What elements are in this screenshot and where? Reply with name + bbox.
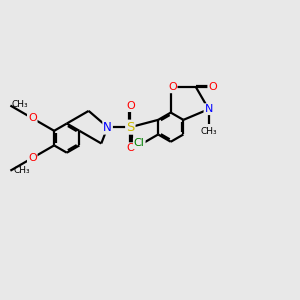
Text: CH₃: CH₃ <box>14 166 30 175</box>
Text: O: O <box>28 113 37 123</box>
Text: O: O <box>126 101 135 111</box>
Text: N: N <box>103 121 112 134</box>
Text: O: O <box>28 153 37 163</box>
Text: O: O <box>168 82 177 92</box>
Text: CH₃: CH₃ <box>12 100 28 109</box>
Text: Cl: Cl <box>134 138 145 148</box>
Text: N: N <box>205 104 213 114</box>
Text: O: O <box>126 143 135 153</box>
Text: O: O <box>208 82 217 92</box>
Text: S: S <box>126 121 134 134</box>
Text: CH₃: CH₃ <box>200 127 217 136</box>
